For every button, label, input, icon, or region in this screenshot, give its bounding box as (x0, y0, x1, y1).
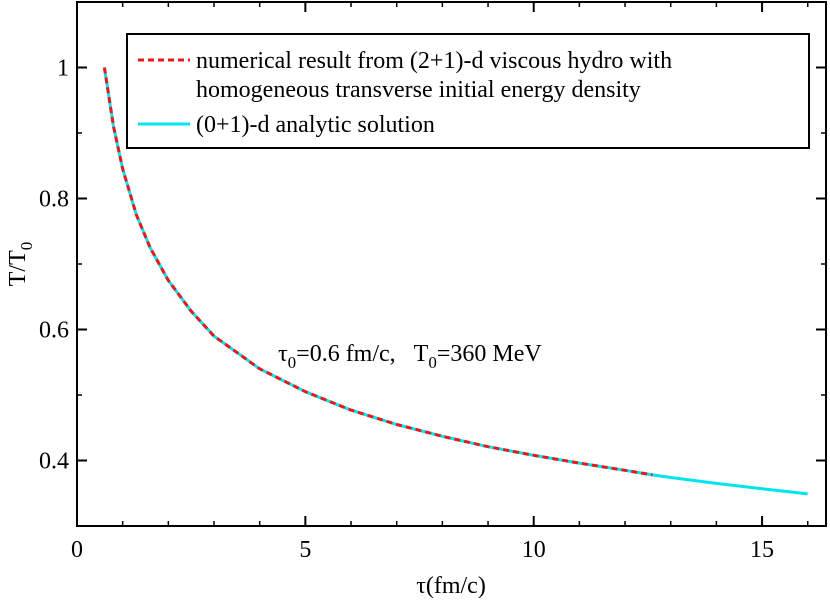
legend: numerical result from (2+1)-d viscous hy… (126, 33, 810, 149)
y-tick-label: 1 (57, 56, 69, 82)
parameter-annotation: τ0=0.6 fm/c, T0=360 MeV (278, 341, 542, 372)
anno-T-value: =360 MeV (437, 341, 543, 367)
x-axis-ticks: 0 5 10 15 (71, 2, 809, 563)
legend-box (126, 33, 810, 149)
anno-tau-value: =0.6 fm/c, (296, 341, 396, 367)
y-tick-label: 0.8 (39, 187, 69, 213)
anno-T-symbol: T (414, 341, 429, 367)
x-tick-label: 10 (522, 537, 546, 563)
y-axis-title-sub: 0 (17, 242, 36, 251)
y-axis-title-main: T/T (5, 250, 31, 286)
x-tick-label: 5 (299, 537, 311, 563)
anno-tau-symbol: τ (278, 341, 288, 367)
legend-label-numerical-line2: homogeneous transverse initial energy de… (196, 77, 641, 103)
x-axis-title-symbol: τ (416, 573, 426, 599)
series-analytic-line (102, 67, 808, 496)
x-tick-label: 0 (71, 537, 83, 563)
y-tick-label: 0.4 (39, 449, 69, 475)
y-tick-label: 0.6 (39, 318, 69, 344)
legend-label-analytic: (0+1)-d analytic solution (196, 112, 435, 138)
x-tick-label: 15 (750, 537, 774, 563)
x-axis-title-unit: (fm/c) (426, 573, 486, 599)
legend-label-numerical-line1: numerical result from (2+1)-d viscous hy… (196, 48, 672, 74)
x-axis-title: τ(fm/c) (416, 573, 486, 599)
series-numerical-line (102, 67, 653, 477)
anno-T-sub: 0 (428, 353, 437, 372)
y-axis-ticks: 0.4 0.6 0.8 1 (39, 1, 826, 527)
series-layer (102, 67, 808, 496)
anno-tau-sub: 0 (288, 353, 297, 372)
y-axis-title: T/T0 (5, 242, 36, 287)
